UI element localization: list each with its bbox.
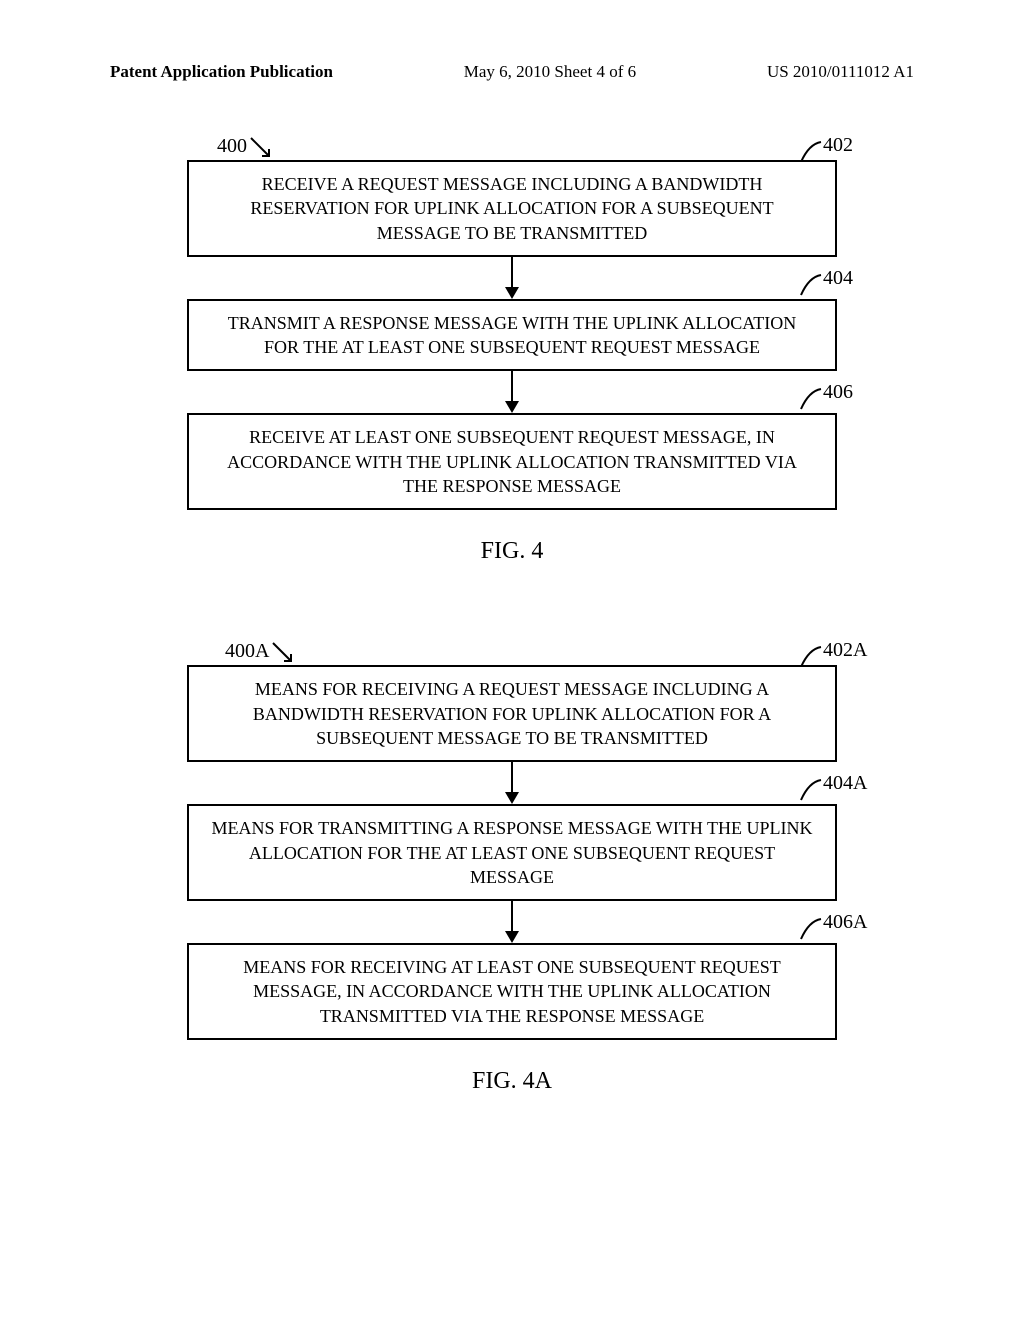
label-406: 406	[823, 381, 853, 404]
down-arrow-icon	[187, 762, 837, 804]
ref-arrow-icon	[271, 641, 297, 667]
diagram-area: 400 402 RECEIVE A REQUEST MESSAGE INCLUD…	[0, 160, 1024, 1320]
page-header: Patent Application Publication May 6, 20…	[0, 62, 1024, 82]
label-404-curve: 404	[799, 271, 855, 297]
box-406a-text: MEANS FOR RECEIVING AT LEAST ONE SUBSEQU…	[243, 957, 781, 1026]
down-arrow-icon	[187, 371, 837, 413]
flowchart-fig4: 400 402 RECEIVE A REQUEST MESSAGE INCLUD…	[187, 160, 837, 565]
header-right: US 2010/0111012 A1	[767, 62, 914, 82]
box-404-text: TRANSMIT A RESPONSE MESSAGE WITH THE UPL…	[228, 313, 797, 357]
arrow-402a-404a: 404A	[187, 762, 837, 804]
ref-400a: 400A	[225, 635, 297, 667]
label-404a: 404A	[823, 772, 867, 795]
box-406-text: RECEIVE AT LEAST ONE SUBSEQUENT REQUEST …	[227, 427, 797, 496]
label-406a: 406A	[823, 911, 867, 934]
box-406: RECEIVE AT LEAST ONE SUBSEQUENT REQUEST …	[187, 413, 837, 510]
label-404a-curve: 404A	[799, 776, 867, 802]
arrow-404-406: 406	[187, 371, 837, 413]
box-402: RECEIVE A REQUEST MESSAGE INCLUDING A BA…	[187, 160, 837, 257]
label-402: 402	[823, 134, 853, 157]
box-402a-text: MEANS FOR RECEIVING A REQUEST MESSAGE IN…	[253, 679, 771, 748]
box-402a: MEANS FOR RECEIVING A REQUEST MESSAGE IN…	[187, 665, 837, 762]
ref-400: 400	[217, 130, 275, 162]
box-406a: MEANS FOR RECEIVING AT LEAST ONE SUBSEQU…	[187, 943, 837, 1040]
header-center: May 6, 2010 Sheet 4 of 6	[464, 62, 636, 82]
down-arrow-icon	[187, 257, 837, 299]
fig4-caption: FIG. 4	[187, 538, 837, 565]
ref-400a-text: 400A	[225, 640, 269, 663]
ref-400-text: 400	[217, 135, 247, 158]
down-arrow-icon	[187, 901, 837, 943]
fig4a-caption: FIG. 4A	[187, 1068, 837, 1095]
label-402a: 402A	[823, 639, 867, 662]
label-404: 404	[823, 267, 853, 290]
box-404: TRANSMIT A RESPONSE MESSAGE WITH THE UPL…	[187, 299, 837, 372]
box-402-text: RECEIVE A REQUEST MESSAGE INCLUDING A BA…	[250, 174, 773, 243]
label-406a-curve: 406A	[799, 915, 867, 941]
box-404a: MEANS FOR TRANSMITTING A RESPONSE MESSAG…	[187, 804, 837, 901]
box-404a-text: MEANS FOR TRANSMITTING A RESPONSE MESSAG…	[211, 818, 812, 887]
flowchart-fig4a: 400A 402A MEANS FOR RECEIVING A REQUEST …	[187, 665, 837, 1095]
header-left: Patent Application Publication	[110, 62, 333, 82]
label-406-curve: 406	[799, 385, 855, 411]
arrow-404a-406a: 406A	[187, 901, 837, 943]
ref-arrow-icon	[249, 136, 275, 162]
arrow-402-404: 404	[187, 257, 837, 299]
